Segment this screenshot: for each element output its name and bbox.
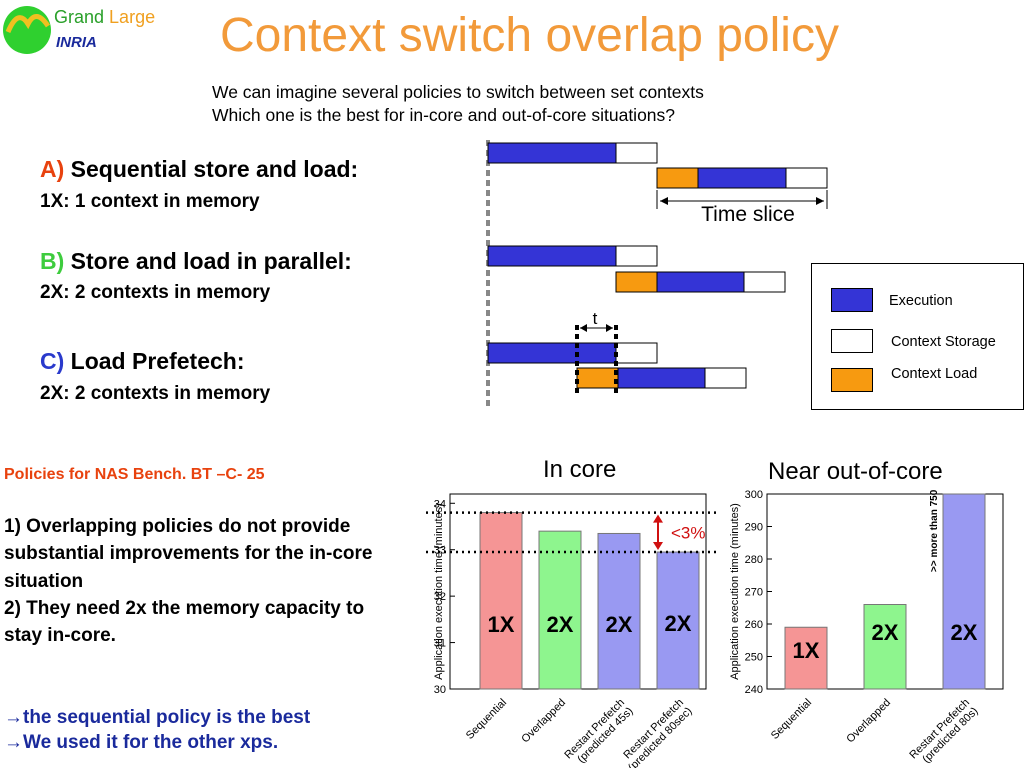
bar-label: 1X (793, 638, 820, 663)
y-tick-label: 280 (745, 554, 763, 566)
time-slice-label: Time slice (701, 203, 795, 226)
y-axis-label: Application execution time (minutes) (433, 503, 445, 680)
out-of-core-chart: 240 250 260 270 280 290 300 Application executi… (729, 489, 1004, 768)
bar (479, 512, 523, 690)
exec-block (487, 245, 617, 267)
policy-b-heading: B) Store and load in parallel: (40, 248, 352, 275)
load-swatch (831, 368, 873, 392)
timeline-diagram: Time slice t (486, 140, 828, 407)
policy-c-heading: C) Load Prefetech: (40, 348, 245, 375)
x-tick-label: Sequential (769, 697, 814, 742)
policy-a-heading: A) Sequential store and load: (40, 156, 358, 183)
y-tick-label: 34 (434, 498, 446, 510)
storage-block (704, 367, 747, 389)
y-tick-label: 260 (745, 619, 763, 631)
finding-1: 1) Overlapping policies do not provide s… (4, 516, 373, 592)
policy-b-letter: B) (40, 248, 65, 274)
y-tick-label: 240 (745, 684, 763, 696)
conclusion-1: →the sequential policy is the best (4, 707, 311, 728)
load-block (576, 367, 619, 389)
x-tick-label: Overlapped (519, 697, 568, 746)
bar-label: 1X (488, 612, 515, 637)
y-tick-label: 31 (434, 638, 446, 650)
intro-line: Which one is the best for in-core and ou… (212, 105, 676, 125)
legend-label-execution: Execution (889, 293, 953, 309)
legend-label-load: Context Load (891, 366, 978, 382)
load-block (656, 167, 699, 189)
logo-inria: INRIA (56, 34, 97, 51)
bar (942, 493, 986, 690)
storage-block (615, 245, 658, 267)
x-tick-label-line: Overlapped (519, 697, 568, 746)
y-tick-label: 32 (434, 591, 446, 603)
x-tick-label: Restart Prefetch(predicted 80s) (907, 697, 980, 768)
arrow-heads (580, 324, 613, 332)
y-tick-label: 250 (745, 652, 763, 664)
execution-swatch (831, 288, 873, 312)
y-tick-label: 300 (745, 489, 763, 501)
x-tick-label-line: Overlapped (844, 697, 893, 746)
bar-label: 2X (665, 611, 692, 636)
logo-grand: Grand (54, 7, 105, 27)
finding-2: 2) They need 2x the memory capacity to s… (4, 597, 365, 647)
bar-label: 2X (951, 620, 978, 645)
y-axis-label: Application execution time (minutes) (729, 503, 741, 680)
out-of-core-title: Near out-of-core (768, 458, 943, 485)
legend: Execution Context Storage Context Load (811, 263, 1024, 410)
difference-annotation: <3% (671, 523, 706, 542)
intro-line: We can imagine several policies to switc… (212, 82, 704, 102)
x-tick-label: Overlapped (844, 697, 893, 746)
conclusion-2: →We used it for the other xps. (4, 732, 279, 753)
policy-c-memory: 2X: 2 contexts in memory (40, 383, 271, 404)
storage-block (615, 342, 658, 364)
load-block (615, 271, 658, 293)
legend-label-storage: Context Storage (891, 334, 996, 350)
logo-text: Grand Large (54, 7, 155, 28)
policy-a-name: Sequential store and load: (70, 156, 359, 182)
t-label: t (593, 309, 598, 328)
exec-block (617, 367, 706, 389)
y-tick-label: 270 (745, 587, 763, 599)
conclusions: →the sequential policy is the best →We u… (4, 705, 310, 755)
overflow-annotation: >> more than 750 (929, 489, 940, 572)
storage-block (615, 142, 658, 164)
exec-block (487, 342, 617, 364)
bar (597, 532, 641, 690)
storage-block (743, 271, 786, 293)
x-tick-label: Sequential (464, 697, 509, 742)
bar-label: 2X (606, 612, 633, 637)
exec-block (656, 271, 745, 293)
difference-arrow-heads (653, 514, 663, 551)
exec-block (697, 167, 787, 189)
logo-large: Large (109, 7, 156, 27)
y-tick-label: 33 (434, 545, 446, 557)
policy-b-name: Store and load in parallel: (70, 248, 352, 274)
bar (538, 530, 582, 690)
x-tick-label-line: Sequential (464, 697, 509, 742)
bar-label: 2X (872, 620, 899, 645)
x-tick-label-line: Sequential (769, 697, 814, 742)
exec-block (487, 142, 617, 164)
in-core-title: In core (543, 456, 617, 483)
bar-label: 2X (547, 612, 574, 637)
storage-block (785, 167, 828, 189)
y-tick-label: 290 (745, 522, 763, 534)
logo-icon (3, 6, 51, 54)
policy-a-letter: A) (40, 156, 65, 182)
storage-swatch (831, 329, 873, 353)
policy-b-memory: 2X: 2 contexts in memory (40, 282, 271, 303)
bench-title: Policies for NAS Bench. BT –C- 25 (4, 466, 265, 483)
findings: 1) Overlapping policies do not provide s… (4, 513, 404, 649)
bar (784, 626, 828, 690)
y-tick-label: 30 (434, 684, 446, 696)
slide-title: Context switch overlap policy (220, 9, 839, 62)
intro-text: We can imagine several policies to switc… (212, 81, 704, 127)
bar (863, 604, 907, 690)
policy-a-memory: 1X: 1 context in memory (40, 191, 260, 212)
policy-c-name: Load Prefetech: (70, 348, 245, 374)
policy-c-letter: C) (40, 348, 65, 374)
